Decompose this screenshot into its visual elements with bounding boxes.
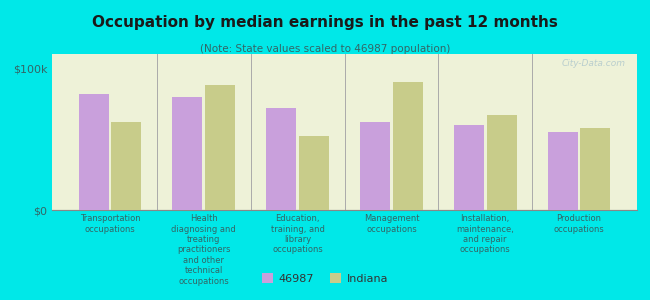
Text: Occupation by median earnings in the past 12 months: Occupation by median earnings in the pas…: [92, 15, 558, 30]
Bar: [393, 82, 422, 210]
Text: City-Data.com: City-Data.com: [562, 59, 625, 68]
Bar: [454, 125, 484, 210]
Bar: [79, 94, 109, 210]
Bar: [111, 122, 142, 210]
Bar: [547, 132, 578, 210]
Bar: [487, 115, 517, 210]
Bar: [299, 136, 329, 210]
Bar: [360, 122, 390, 210]
Bar: [172, 97, 202, 210]
Bar: [580, 128, 610, 210]
Bar: [266, 108, 296, 210]
Bar: [205, 85, 235, 210]
Legend: 46987, Indiana: 46987, Indiana: [257, 269, 393, 288]
Text: (Note: State values scaled to 46987 population): (Note: State values scaled to 46987 popu…: [200, 44, 450, 53]
